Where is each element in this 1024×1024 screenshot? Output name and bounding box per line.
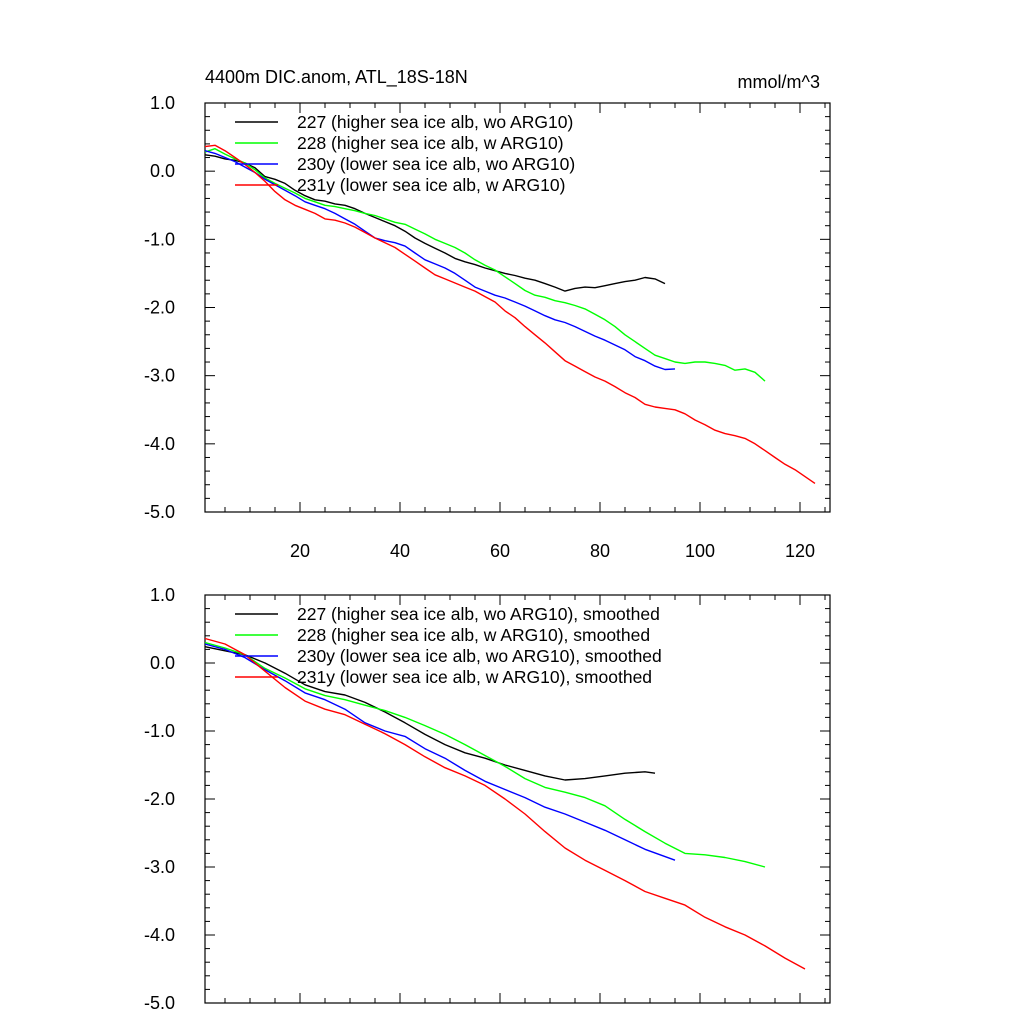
legend-label: 228 (higher sea ice alb, w ARG10), smoot… <box>297 625 650 645</box>
legend-label: 231y (lower sea ice alb, w ARG10), smoot… <box>297 667 652 687</box>
x-tick-label: 60 <box>490 541 510 561</box>
x-tick-label: 80 <box>590 541 610 561</box>
x-tick-label: 20 <box>290 541 310 561</box>
y-tick-label: -2.0 <box>144 298 175 318</box>
legend-label: 230y (lower sea ice alb, wo ARG10) <box>297 154 575 174</box>
y-tick-label: 1.0 <box>150 585 175 605</box>
chart-panel-bottom: 1.0 0.0 -1.0 -2.0 -3.0 -4.0 -5.0 227 (higher se… <box>144 585 831 1013</box>
legend-label: 231y (lower sea ice alb, w ARG10) <box>297 175 565 195</box>
units-label: mmol/m^3 <box>738 72 820 92</box>
y-tick-label: -3.0 <box>144 857 175 877</box>
y-tick-label: -1.0 <box>144 721 175 741</box>
y-tick-label: -3.0 <box>144 366 175 386</box>
chart-panel-top: 1.0 0.0 -1.0 -2.0 -3.0 -4.0 -5.0 20 40 60 80 100 120… <box>144 93 831 561</box>
series-line-1 <box>204 646 656 781</box>
y-tick-label: 0.0 <box>150 653 175 673</box>
y-tick-label: 0.0 <box>150 161 175 181</box>
legend-label: 228 (higher sea ice alb, w ARG10) <box>297 133 564 153</box>
x-tick-label: 100 <box>685 541 715 561</box>
legend-label: 227 (higher sea ice alb, wo ARG10), smoo… <box>297 604 660 624</box>
chart-title: 4400m DIC.anom, ATL_18S-18N <box>205 67 468 88</box>
y-tick-label: -4.0 <box>144 925 175 945</box>
y-tick-label: -4.0 <box>144 434 175 454</box>
y-tick-label: -1.0 <box>144 229 175 249</box>
y-tick-label: 1.0 <box>150 93 175 113</box>
series-line-4 <box>204 144 816 484</box>
y-tick-label: -5.0 <box>144 993 175 1013</box>
x-tick-label: 40 <box>390 541 410 561</box>
y-tick-label: -2.0 <box>144 789 175 809</box>
legend-label: 230y (lower sea ice alb, wo ARG10), smoo… <box>297 646 662 666</box>
series-line-2 <box>204 641 766 868</box>
x-tick-label: 120 <box>785 541 815 561</box>
series-line-1 <box>204 154 666 292</box>
series-line-2 <box>204 148 766 382</box>
series-line-4 <box>204 637 806 970</box>
series-line-3 <box>204 643 676 861</box>
y-tick-label: -5.0 <box>144 502 175 522</box>
series-line-3 <box>204 150 676 371</box>
legend-label: 227 (higher sea ice alb, wo ARG10) <box>297 112 573 132</box>
